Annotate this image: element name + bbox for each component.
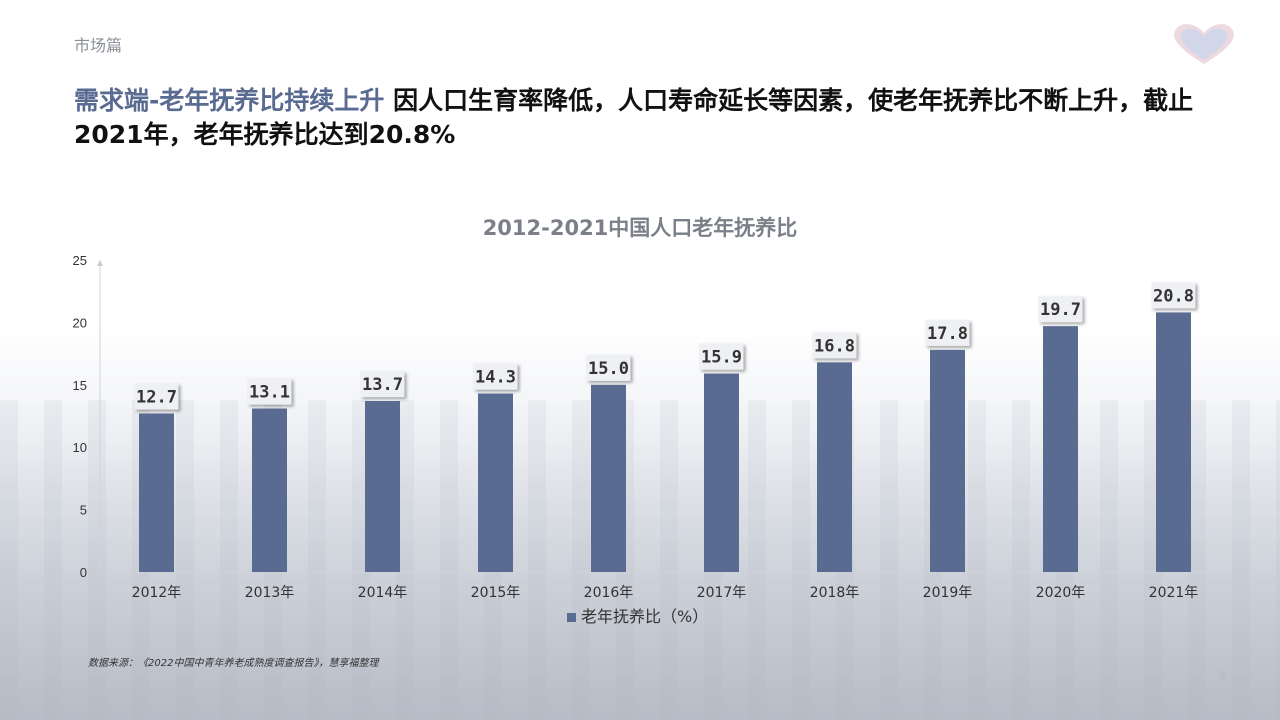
data-label-box xyxy=(247,378,292,405)
y-axis-arrow-icon xyxy=(97,260,103,266)
data-label-box xyxy=(360,371,405,398)
bar xyxy=(252,408,287,572)
page-number: 4 xyxy=(1218,670,1227,685)
y-tick-label: 25 xyxy=(73,253,87,268)
chart-title: 2012-2021中国人口老年抚养比 xyxy=(482,216,798,240)
x-tick-label: 2013年 xyxy=(245,585,295,601)
bar xyxy=(1156,312,1191,572)
y-tick-label: 10 xyxy=(73,440,87,455)
x-tick-label: 2012年 xyxy=(132,585,182,601)
headline: 需求端-老年抚养比持续上升 因人口生育率降低，人口寿命延长等因素，使老年抚养比不… xyxy=(74,84,1204,152)
heart-logo-icon xyxy=(1174,24,1234,64)
headline-text: 因人口生育率降低，人口寿命延长等因素，使老年抚养比不断上升，截止2021年，老年… xyxy=(74,86,1194,149)
x-axis: 2012年 2013年 2014年 2015年 2016年 2017年 2018年 2019年… xyxy=(132,585,1199,601)
y-axis: 0 5 10 15 20 25 xyxy=(73,253,1230,580)
legend-swatch xyxy=(567,613,576,622)
section-label: 市场篇 xyxy=(74,36,123,55)
x-tick-label: 2016年 xyxy=(584,585,634,601)
data-label-box xyxy=(473,363,518,390)
source-note: 数据来源：《2022中国中青年养老成熟度调查报告》，慧享福整理 xyxy=(88,658,379,669)
data-label: 20.8 xyxy=(1153,286,1194,306)
y-tick-label: 15 xyxy=(73,378,87,393)
bar xyxy=(478,393,513,572)
data-label-box xyxy=(134,383,179,410)
y-tick-label: 5 xyxy=(80,503,87,518)
bar xyxy=(817,362,852,572)
data-label: 13.7 xyxy=(362,375,403,395)
data-label-box xyxy=(1038,296,1083,323)
x-tick-label: 2021年 xyxy=(1149,585,1199,601)
x-tick-label: 2020年 xyxy=(1036,585,1086,601)
headline-accent: 需求端-老年抚养比持续上升 xyxy=(74,86,385,115)
bar xyxy=(591,384,626,572)
data-label: 15.9 xyxy=(701,348,742,368)
data-label: 16.8 xyxy=(814,336,855,356)
data-label-box xyxy=(699,343,744,370)
y-tick-label: 20 xyxy=(73,315,87,330)
data-label-box xyxy=(812,332,857,359)
bar xyxy=(139,413,174,572)
data-label: 15.0 xyxy=(588,359,629,379)
data-label: 19.7 xyxy=(1040,300,1081,320)
data-label: 12.7 xyxy=(136,388,177,408)
x-tick-label: 2014年 xyxy=(358,585,408,601)
x-tick-label: 2018年 xyxy=(810,585,860,601)
bar xyxy=(365,401,400,572)
bar xyxy=(1043,326,1078,572)
data-label-box xyxy=(1151,282,1196,309)
data-label-box xyxy=(586,354,631,381)
bar xyxy=(930,349,965,572)
x-tick-label: 2017年 xyxy=(697,585,747,601)
y-tick-label: 0 xyxy=(80,565,87,580)
data-label: 14.3 xyxy=(475,368,516,388)
data-label: 13.1 xyxy=(249,383,290,403)
x-tick-label: 2015年 xyxy=(471,585,521,601)
legend: 老年抚养比（%） xyxy=(567,607,708,626)
bars: 12.7 13.1 13.7 14.3 15.0 15.9 16.8 17.8 19.7 20.8 xyxy=(134,282,1196,572)
data-label-box xyxy=(925,319,970,346)
data-label: 17.8 xyxy=(927,324,968,344)
bar xyxy=(704,373,739,572)
x-tick-label: 2019年 xyxy=(923,585,973,601)
legend-label: 老年抚养比（%） xyxy=(581,607,708,626)
